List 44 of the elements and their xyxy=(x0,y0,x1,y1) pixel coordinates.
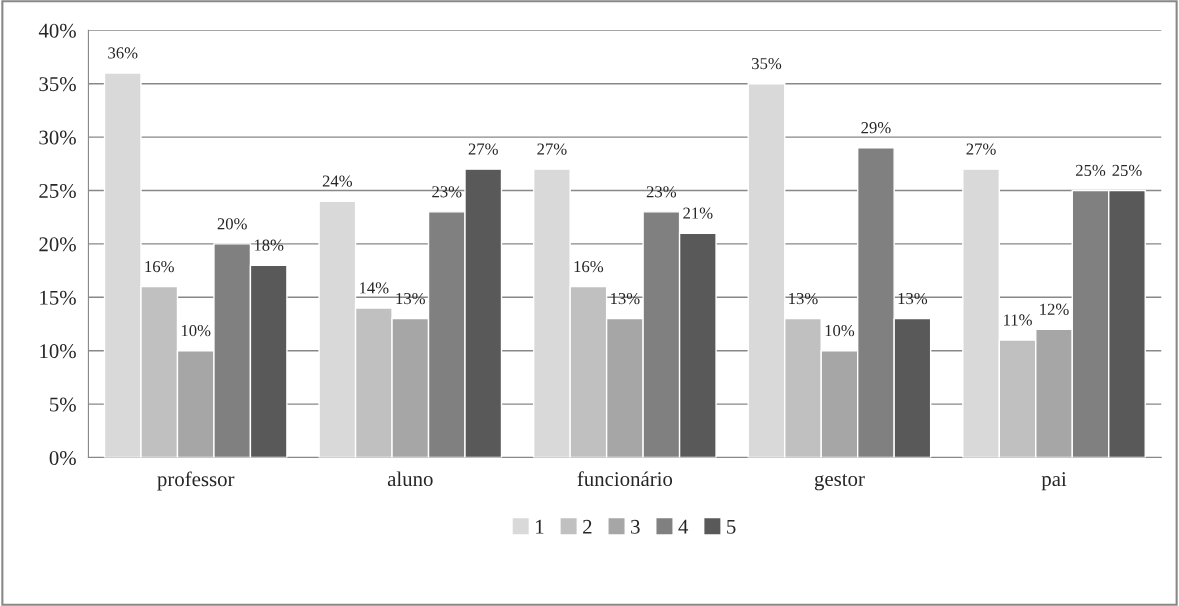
data-label: 21% xyxy=(683,207,713,219)
data-label: 27% xyxy=(537,143,567,155)
y-tick-label: 20% xyxy=(39,237,76,252)
data-label: 23% xyxy=(432,186,462,198)
data-label: 35% xyxy=(752,57,782,70)
legend-label: 2 xyxy=(583,519,592,534)
data-label: 20% xyxy=(217,218,247,230)
x-tick-label: professor xyxy=(157,471,235,491)
y-tick-label: 25% xyxy=(39,183,76,199)
y-tick-label: 0% xyxy=(49,450,76,466)
data-label: 10% xyxy=(825,324,855,337)
y-tick-label: 30% xyxy=(39,130,76,145)
data-label: 12% xyxy=(1040,303,1069,315)
legend-label: 1 xyxy=(536,519,544,534)
y-tick-label: 5% xyxy=(50,397,76,412)
x-tick-label: pai xyxy=(1041,472,1067,491)
data-label: 13% xyxy=(396,292,425,305)
data-label: 25% xyxy=(1112,164,1142,177)
y-tick-label: 10% xyxy=(40,344,76,359)
data-label: 11% xyxy=(1004,314,1032,326)
data-label: 13% xyxy=(898,292,928,305)
data-label: 13% xyxy=(789,292,818,305)
data-label: 27% xyxy=(468,143,498,155)
data-label: 10% xyxy=(181,324,211,337)
data-label: 13% xyxy=(611,292,640,305)
data-label: 14% xyxy=(360,282,389,294)
data-label: 18% xyxy=(254,239,284,251)
data-label: 36% xyxy=(108,47,138,59)
data-label: 25% xyxy=(1075,164,1106,177)
data-label: 24% xyxy=(322,175,353,187)
y-tick-label: 35% xyxy=(39,77,76,92)
data-label: 27% xyxy=(966,143,996,155)
y-tick-label: 15% xyxy=(40,290,76,305)
y-tick-label: 40% xyxy=(38,23,76,38)
legend-label: 3 xyxy=(631,519,640,534)
data-label: 23% xyxy=(646,186,677,198)
data-label: 16% xyxy=(574,260,604,273)
legend-label: 5 xyxy=(727,519,736,534)
x-tick-label: aluno xyxy=(387,471,433,487)
x-tick-label: funcionário xyxy=(577,471,673,487)
data-label: 16% xyxy=(145,260,174,273)
x-tick-label: gestor xyxy=(814,474,865,491)
legend-label: 4 xyxy=(678,519,689,534)
data-label: 29% xyxy=(861,122,891,134)
